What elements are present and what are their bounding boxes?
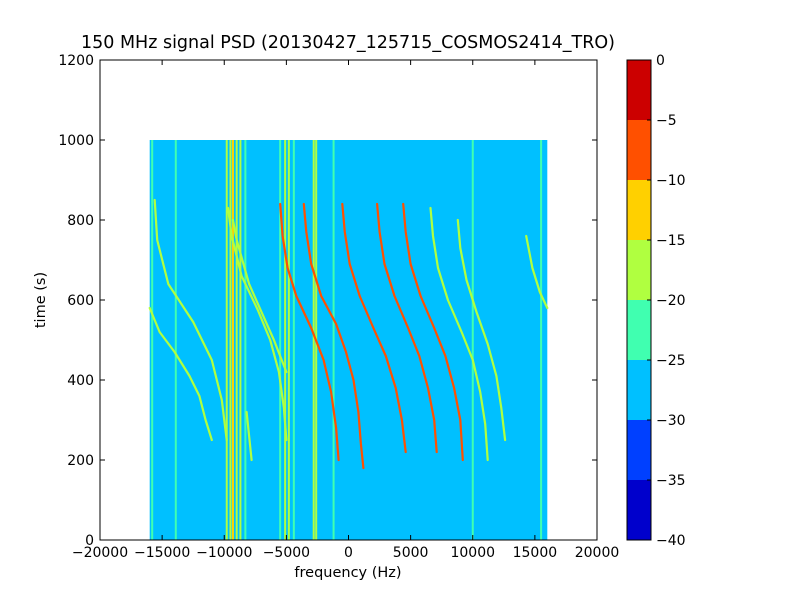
x-tick-label: −5000	[263, 545, 310, 561]
colorbar-segment	[627, 60, 651, 120]
x-tick-label: −20000	[72, 545, 128, 561]
colorbar-segment	[627, 180, 651, 240]
signal-curve-4	[231, 218, 288, 374]
x-tick-label: 10000	[450, 545, 495, 561]
y-tick-label: 0	[85, 533, 94, 549]
x-tick-label: −10000	[196, 545, 252, 561]
chart-title: 150 MHz signal PSD (20130427_125715_COSM…	[81, 33, 615, 53]
colorbar-tick-label: −35	[656, 473, 686, 489]
colorbar-segment	[627, 300, 651, 360]
y-tick-label: 600	[67, 293, 94, 309]
colorbar-segment	[627, 480, 651, 540]
y-tick-label: 1200	[58, 53, 94, 69]
x-tick-label: 5000	[393, 545, 429, 561]
signal-curve-3	[226, 206, 288, 442]
heatmap-background	[149, 140, 548, 540]
heatmap-layer	[148, 140, 549, 540]
y-tick-label: 1000	[58, 133, 94, 149]
y-axis-label: time (s)	[33, 272, 49, 328]
x-tick-label: 15000	[513, 545, 558, 561]
x-tick-label: −15000	[134, 545, 190, 561]
signal-curve-7	[341, 202, 407, 454]
colorbar-tick-label: 0	[656, 53, 665, 69]
x-tick-label: 20000	[575, 545, 620, 561]
x-axis-label: frequency (Hz)	[294, 565, 401, 581]
x-axis: −20000 −15000 −10000 −5000 0 5000 10000 15000 20…	[72, 60, 619, 561]
colorbar-segment	[627, 240, 651, 300]
y-tick-label: 400	[67, 373, 94, 389]
signal-curve-2	[148, 306, 213, 442]
colorbar-segment	[627, 420, 651, 480]
colorbar: −40 −35 −30 −25 −20 −15 −10 −5 0	[626, 53, 686, 549]
signal-curve-5	[279, 202, 340, 462]
x-tick-label: 0	[344, 545, 353, 561]
colorbar-segment	[627, 120, 651, 180]
colorbar-tick-label: −5	[656, 113, 677, 129]
colorbar-tick-label: −30	[656, 413, 686, 429]
signal-curve-8	[376, 202, 438, 454]
signal-curve-1	[153, 198, 228, 442]
signal-curve-10	[429, 206, 489, 462]
colorbar-segment	[627, 360, 651, 420]
signal-curve-12	[525, 234, 549, 310]
colorbar-tick-label: −20	[656, 293, 686, 309]
signal-curve-9	[402, 202, 464, 462]
colorbar-tick-label: −10	[656, 173, 686, 189]
y-tick-label: 200	[67, 453, 94, 469]
colorbar-tick-label: −25	[656, 353, 686, 369]
signal-curve-13	[245, 410, 253, 462]
signal-curve-6	[302, 202, 365, 470]
colorbar-tick-label: −15	[656, 233, 686, 249]
y-tick-label: 800	[67, 213, 94, 229]
y-axis: 0 200 400 600 800 1000 1200	[58, 53, 597, 549]
colorbar-tick-label: −40	[656, 533, 686, 549]
signal-curve-11	[456, 218, 507, 442]
